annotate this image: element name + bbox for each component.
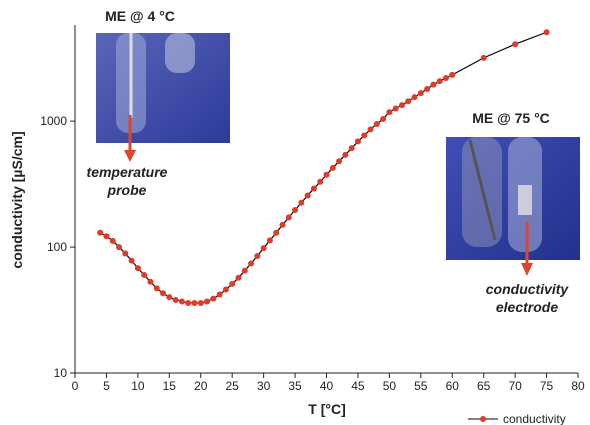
data-point xyxy=(430,81,437,88)
data-point xyxy=(285,214,292,221)
data-point xyxy=(248,260,255,267)
data-point xyxy=(310,185,317,192)
data-point xyxy=(373,120,380,127)
data-point xyxy=(103,233,110,240)
data-point xyxy=(449,71,456,78)
x-tick-label: 10 xyxy=(131,379,145,393)
data-point xyxy=(543,29,550,36)
x-tick-label: 5 xyxy=(103,379,110,393)
x-tick-label: 60 xyxy=(446,379,460,393)
data-point xyxy=(216,291,223,298)
y-axis-title: conductivity [µS/cm] xyxy=(9,131,25,268)
data-point xyxy=(317,178,324,185)
data-point xyxy=(329,164,336,171)
data-point xyxy=(254,252,261,259)
x-tick-label: 55 xyxy=(414,379,428,393)
data-point xyxy=(147,278,154,285)
annotation: probe xyxy=(107,182,147,198)
annotation: ME @ 75 °C xyxy=(472,110,550,126)
x-tick-label: 70 xyxy=(508,379,522,393)
data-point xyxy=(235,274,242,281)
data-point xyxy=(273,229,280,236)
data-point xyxy=(442,75,449,82)
x-tick-label: 80 xyxy=(571,379,585,393)
data-point xyxy=(292,206,299,213)
legend-marker xyxy=(480,416,486,422)
annotation: temperature xyxy=(87,164,168,180)
data-point xyxy=(160,290,167,297)
data-point xyxy=(116,244,123,251)
data-point xyxy=(204,298,211,305)
data-point xyxy=(336,158,343,165)
y-tick-label: 100 xyxy=(47,240,67,254)
annotation: conductivity xyxy=(486,281,570,297)
data-point xyxy=(141,272,148,279)
data-point xyxy=(411,94,418,101)
x-tick-label: 40 xyxy=(320,379,334,393)
data-point xyxy=(97,229,104,236)
data-point xyxy=(361,132,368,139)
data-point xyxy=(367,126,374,133)
data-point xyxy=(405,98,412,105)
data-point xyxy=(185,299,192,306)
data-point xyxy=(134,265,141,272)
data-point xyxy=(172,296,179,303)
x-tick-label: 30 xyxy=(257,379,271,393)
data-point xyxy=(354,138,361,145)
arrows xyxy=(124,115,533,276)
data-point xyxy=(279,221,286,228)
data-point xyxy=(178,298,185,305)
data-point xyxy=(166,294,173,301)
annotation: electrode xyxy=(496,299,558,315)
x-axis-title: T [°C] xyxy=(308,401,345,417)
data-point xyxy=(260,245,267,252)
data-point xyxy=(417,90,424,97)
x-tick-label: 45 xyxy=(351,379,365,393)
data-point xyxy=(266,237,273,244)
data-point xyxy=(424,85,431,92)
data-point xyxy=(323,171,330,178)
data-point xyxy=(380,115,387,122)
photo-75c xyxy=(446,137,580,260)
x-tick-label: 50 xyxy=(383,379,397,393)
data-point xyxy=(392,105,399,112)
x-tick-label: 0 xyxy=(72,379,79,393)
data-point xyxy=(342,151,349,158)
annotation: ME @ 4 °C xyxy=(105,8,175,24)
data-point xyxy=(229,280,236,287)
data-point xyxy=(222,286,229,293)
y-tick-label: 10 xyxy=(54,366,68,380)
x-tick-label: 75 xyxy=(540,379,554,393)
data-point xyxy=(480,54,487,61)
photo-4c xyxy=(96,33,230,143)
data-point xyxy=(210,295,217,302)
x-tick-label: 15 xyxy=(163,379,177,393)
data-point xyxy=(153,285,160,292)
data-point xyxy=(512,41,519,48)
data-point xyxy=(398,102,405,109)
legend-label: conductivity xyxy=(503,412,566,425)
data-point xyxy=(191,299,198,306)
data-point xyxy=(128,257,135,264)
x-tick-label: 25 xyxy=(226,379,240,393)
data-point xyxy=(348,145,355,152)
data-point xyxy=(109,237,116,244)
data-point xyxy=(122,250,129,257)
x-tick-label: 65 xyxy=(477,379,491,393)
data-point xyxy=(298,199,305,206)
data-point xyxy=(386,109,393,116)
x-tick-label: 20 xyxy=(194,379,208,393)
data-point xyxy=(304,192,311,199)
data-point xyxy=(241,267,248,274)
data-point xyxy=(197,299,204,306)
y-tick-label: 1000 xyxy=(40,114,67,128)
data-point xyxy=(436,78,443,85)
x-tick-label: 35 xyxy=(288,379,302,393)
